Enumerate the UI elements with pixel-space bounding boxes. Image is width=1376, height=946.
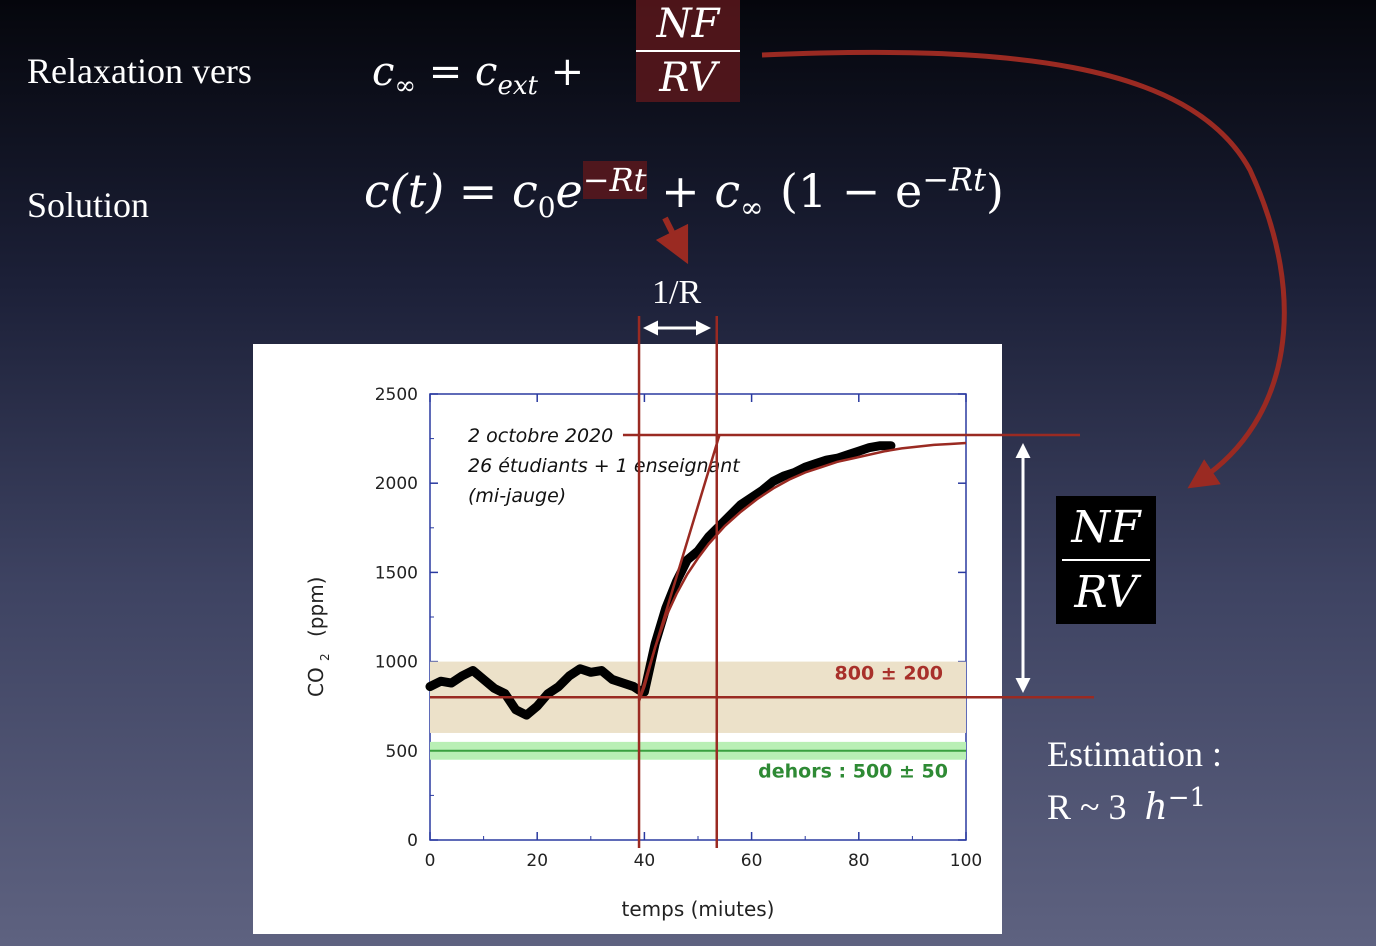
outdoor-band-label: dehors : 500 ± 50 — [758, 761, 948, 783]
nf-rv-box: NF RV — [1056, 496, 1156, 624]
y-axis-label-sub: 2 — [318, 653, 332, 661]
one-over-r-label: 1/R — [652, 274, 702, 311]
chart-annotation-1: 26 étudiants + 1 enseignant — [468, 455, 741, 477]
relaxation-label: Relaxation vers — [27, 51, 252, 91]
x-tick-label: 80 — [848, 851, 870, 871]
x-tick-label: 100 — [950, 851, 982, 871]
y-axis-label: CO — [304, 667, 328, 697]
exponent-rt-highlight: −Rt — [582, 160, 647, 199]
x-tick-label: 60 — [741, 851, 763, 871]
y-tick-label: 1000 — [375, 653, 418, 673]
estimation-line2: R ~ 3 h−1 — [1047, 783, 1207, 828]
y-tick-label: 2000 — [375, 474, 418, 494]
estimation-text: Estimation : R ~ 3 h−1 — [1047, 732, 1222, 830]
y-tick-label: 2500 — [375, 385, 418, 405]
relaxation-equation: c∞ = cext + NF RV — [372, 0, 740, 102]
indoor-band-label: 800 ± 200 — [835, 662, 943, 684]
x-tick-label: 0 — [425, 851, 436, 871]
y-tick-label: 500 — [386, 742, 418, 762]
chart-annotation-2: (mi-jauge) — [468, 485, 566, 507]
x-tick-label: 20 — [526, 851, 548, 871]
solution-equation: c(t) = c0e−Rt + c∞ (1 − e−Rt) — [364, 160, 1004, 225]
x-tick-label: 40 — [634, 851, 656, 871]
y-tick-label: 1500 — [375, 563, 418, 583]
y-axis-label-group: CO 2 (ppm) — [304, 577, 332, 697]
chart-annotation-0: 2 octobre 2020 — [468, 425, 613, 447]
estimation-line1: Estimation : — [1047, 734, 1222, 774]
chart-panel: 0 20 40 60 80 100 0 500 1000 1500 2000 2500 temps (m… — [253, 344, 1002, 934]
y-tick-label: 0 — [407, 831, 418, 851]
y-axis-unit: (ppm) — [304, 577, 328, 637]
nf-rv-fraction: NF RV — [636, 0, 740, 102]
x-axis-label: temps (miutes) — [622, 897, 775, 921]
solution-label: Solution — [27, 185, 150, 225]
